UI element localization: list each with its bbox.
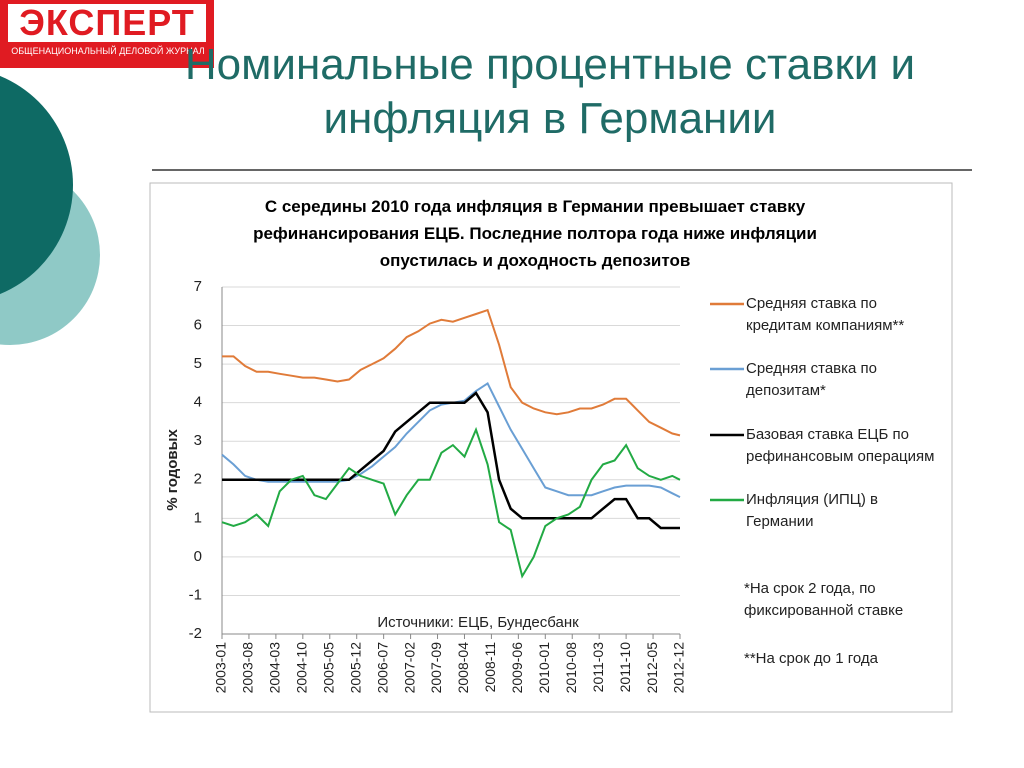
- y-tick-label: 0: [194, 548, 202, 565]
- legend-label: Инфляция (ИПЦ) в Германии: [746, 491, 878, 530]
- series-line: [222, 391, 680, 530]
- y-tick-label: 6: [194, 317, 202, 334]
- chart-title: С середины 2010 года инфляция в Германии…: [253, 197, 817, 270]
- y-axis-label: % годовых: [164, 429, 181, 511]
- y-tick-label: 1: [194, 509, 202, 526]
- x-tick-label: 2007-02: [401, 642, 417, 694]
- series-line: [221, 426, 681, 579]
- x-tick-label: 2004-10: [294, 642, 310, 694]
- x-tick-label: 2012-12: [671, 642, 687, 694]
- note: **На срок до 1 года: [744, 650, 878, 667]
- x-tick-label: 2010-01: [536, 642, 552, 694]
- x-tick-label: 2008-04: [455, 642, 471, 694]
- y-tick-label: 2: [194, 471, 202, 488]
- y-tick-label: 3: [194, 432, 202, 449]
- y-tick-label: 5: [194, 355, 202, 372]
- y-tick-label: 7: [194, 278, 202, 295]
- decor-circle: [0, 75, 73, 295]
- series-line: [222, 308, 681, 437]
- x-tick-label: 2012-05: [644, 642, 660, 694]
- x-tick-label: 2011-10: [617, 642, 633, 693]
- x-tick-label: 2005-12: [347, 642, 363, 694]
- legend-label: Средняя ставка по депозитам*: [746, 360, 878, 399]
- y-tick-label: -2: [189, 625, 202, 642]
- slide-title: Номинальные процентные ставки и инфляция…: [184, 40, 916, 143]
- x-tick-label: 2003-08: [240, 642, 256, 694]
- x-tick-label: 2010-08: [563, 642, 579, 694]
- x-tick-label: 2008-11: [482, 642, 498, 693]
- source: Источники: ЕЦБ, Бундесбанк: [377, 614, 579, 631]
- logo-tagline: ОБЩЕНАЦИОНАЛЬНЫЙ ДЕЛОВОЙ ЖУРНАЛ: [11, 46, 205, 56]
- x-tick-label: 2011-03: [590, 642, 606, 693]
- legend-label: Базовая ставка ЕЦБ по рефинансовым опера…: [746, 426, 935, 465]
- x-tick-label: 2004-03: [267, 642, 283, 694]
- note: *На срок 2 года, по фиксированной ставке: [744, 580, 904, 619]
- x-tick-label: 2003-01: [213, 642, 229, 694]
- y-tick-label: 4: [194, 394, 202, 411]
- chart-frame: [149, 182, 953, 713]
- y-tick-label: -1: [189, 586, 202, 603]
- logo-name: ЭКСПЕРТ: [8, 4, 206, 42]
- x-tick-label: 2007-09: [428, 642, 444, 694]
- logo: ЭКСПЕРТ ОБЩЕНАЦИОНАЛЬНЫЙ ДЕЛОВОЙ ЖУРНАЛ: [0, 0, 214, 68]
- x-tick-label: 2006-07: [374, 642, 390, 694]
- legend-label: Средняя ставка по кредитам компаниям**: [746, 295, 905, 334]
- x-tick-label: 2009-06: [509, 642, 525, 694]
- x-tick-label: 2005-05: [320, 642, 336, 694]
